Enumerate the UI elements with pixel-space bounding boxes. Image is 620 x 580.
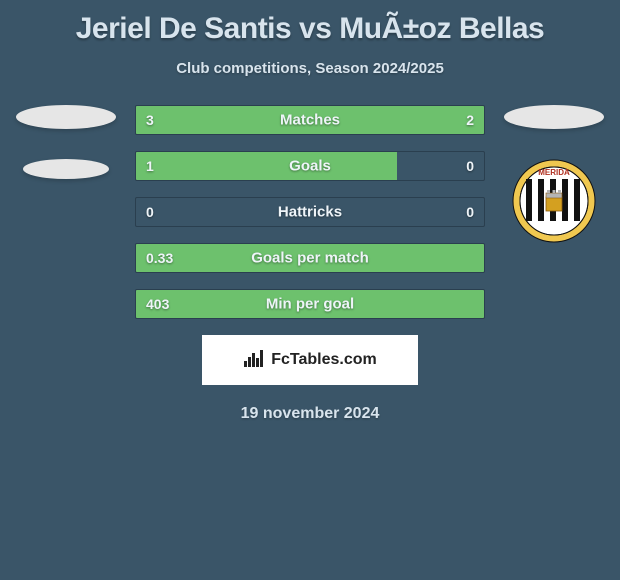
date-line: 19 november 2024 [0, 405, 620, 423]
stat-row-min-per-goal: 403 Min per goal [135, 289, 485, 319]
stat-row-hattricks: 0 Hattricks 0 [135, 197, 485, 227]
player-left-placeholder-1 [16, 105, 116, 129]
stat-row-matches: 3 Matches 2 [135, 105, 485, 135]
stat-value-right: 0 [466, 204, 474, 220]
stat-bars: 3 Matches 2 1 Goals 0 0 Hattricks 0 0.33… [135, 105, 485, 319]
brand-text: FcTables.com [271, 351, 377, 369]
stat-row-goals: 1 Goals 0 [135, 151, 485, 181]
stat-label: Matches [136, 112, 484, 129]
stat-label: Hattricks [136, 204, 484, 221]
player-left-placeholder-2 [23, 159, 109, 179]
player-right-placeholder-1 [504, 105, 604, 129]
stat-row-goals-per-match: 0.33 Goals per match [135, 243, 485, 273]
stat-label: Goals per match [136, 250, 484, 267]
stat-value-right: 2 [466, 112, 474, 128]
svg-text:MERIDA: MERIDA [538, 168, 570, 177]
stat-label: Goals [136, 158, 484, 175]
comparison-area: MERIDA 3 Matches 2 1 Goals 0 0 Hattricks… [0, 105, 620, 319]
brand-box: FcTables.com [202, 335, 418, 385]
stat-label: Min per goal [136, 296, 484, 313]
player-left-column [6, 105, 126, 209]
comparison-title: Jeriel De Santis vs MuÃ±oz Bellas [0, 0, 620, 46]
club-logo-merida: MERIDA [512, 159, 596, 243]
stat-value-right: 0 [466, 158, 474, 174]
comparison-subtitle: Club competitions, Season 2024/2025 [0, 60, 620, 77]
brand-chart-icon [243, 347, 265, 374]
player-right-column: MERIDA [494, 105, 614, 243]
